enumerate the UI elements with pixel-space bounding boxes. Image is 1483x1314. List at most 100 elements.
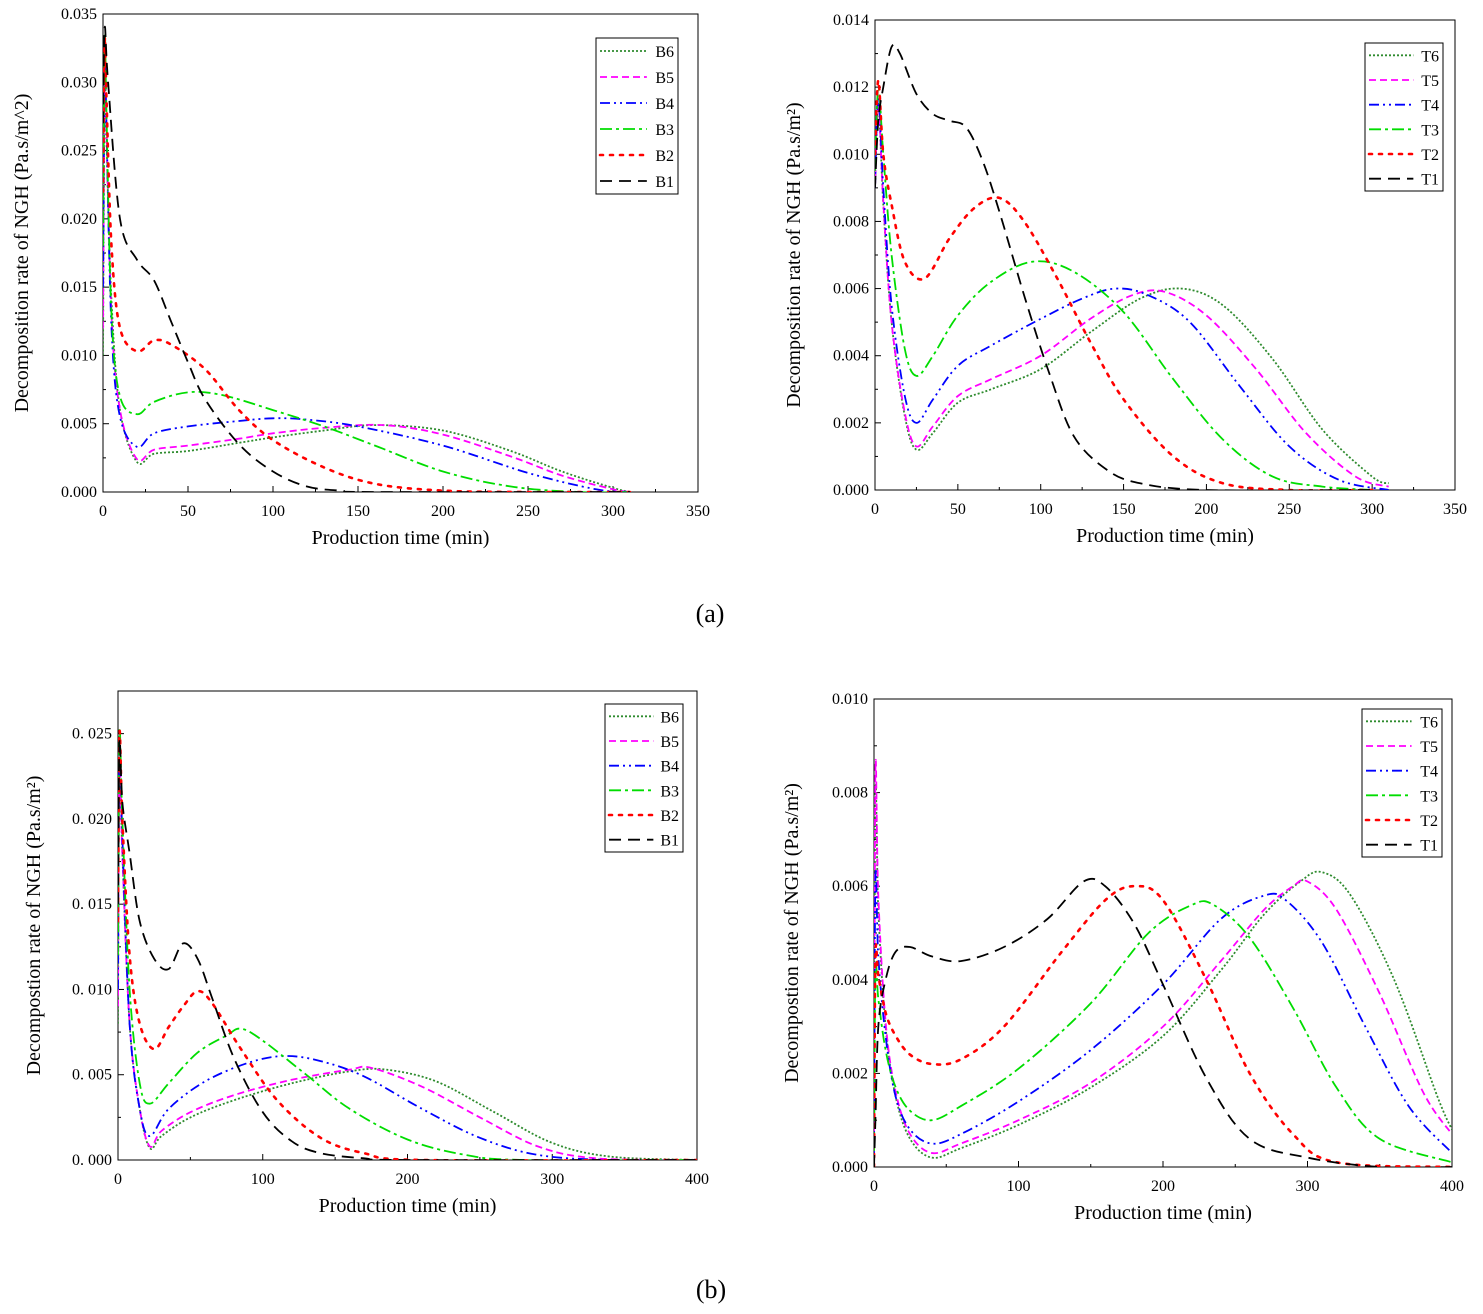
y-tick-label: 0. 000 <box>72 1152 112 1169</box>
series-line-b6 <box>103 69 631 492</box>
x-tick-label: 150 <box>1112 501 1136 518</box>
x-tick-label: 200 <box>431 503 455 520</box>
legend-label-t2: T2 <box>1421 147 1439 164</box>
legend-label-t4: T4 <box>1421 98 1439 115</box>
y-tick-label: 0. 005 <box>72 1067 112 1084</box>
x-tick-label: 400 <box>1440 1178 1464 1195</box>
legend-label-t6: T6 <box>1420 714 1438 731</box>
y-tick-label: 0.030 <box>61 74 97 91</box>
y-tick-label: 0.004 <box>833 348 869 365</box>
legend-label-b6: B6 <box>655 44 674 61</box>
x-tick-label: 0 <box>870 1178 878 1195</box>
legend: B6 B5 B4 B3 B2 B1 <box>595 37 679 195</box>
x-axis-label: Production time (min) <box>1074 1202 1252 1224</box>
y-tick-label: 0. 020 <box>72 811 112 828</box>
series-line-b3 <box>118 728 697 1160</box>
y-tick-label: 0.014 <box>833 12 869 29</box>
x-tick-label: 250 <box>516 503 540 520</box>
y-axis-label: Decompostion rate of NGH (Pa.s/m²) <box>23 776 45 1076</box>
legend-box <box>1361 708 1443 858</box>
y-tick-label: 0.006 <box>832 878 868 895</box>
legend-label-b5: B5 <box>655 70 674 87</box>
y-tick-label: 0.005 <box>61 416 97 433</box>
legend-label-t1: T1 <box>1420 838 1438 855</box>
y-axis-label: Decomposition rate of NGH (Pa.s/m^2) <box>11 94 33 413</box>
y-axis-label: Decomposition rate of NGH (Pa.s/m²) <box>783 102 805 407</box>
series-line-t2 <box>874 884 1452 1167</box>
x-tick-label: 300 <box>601 503 625 520</box>
x-tick-label: 350 <box>1443 501 1467 518</box>
chart-a-right: 0 50 100 150 200 250 300 350 0.000 0.002 0.004 0.00… <box>783 12 1467 547</box>
legend-box <box>595 37 679 195</box>
y-tick-label: 0.002 <box>833 415 869 432</box>
series-line-t2 <box>875 79 1374 490</box>
legend-label-b3: B3 <box>655 122 674 139</box>
x-axis-label: Production time (min) <box>319 1195 497 1217</box>
chart-b-right: 0 100 200 300 400 0.000 0.002 0.004 0.006 0.008 0.… <box>781 691 1464 1224</box>
x-tick-label: 100 <box>1007 1178 1031 1195</box>
x-tick-label: 100 <box>1029 501 1053 518</box>
y-axis-label: Decompostion rate of NGH (Pa.s/m²) <box>781 783 803 1083</box>
y-tick-label: 0.000 <box>833 482 869 499</box>
series-line-b5 <box>118 761 697 1160</box>
legend-label-t5: T5 <box>1421 73 1439 90</box>
legend-label-t3: T3 <box>1420 788 1438 805</box>
legend-label-b2: B2 <box>660 808 679 825</box>
y-tick-label: 0.010 <box>61 347 97 364</box>
x-tick-label: 300 <box>540 1171 564 1188</box>
x-tick-label: 350 <box>686 503 710 520</box>
series-line-t4 <box>874 867 1452 1167</box>
y-tick-label: 0.008 <box>832 785 868 802</box>
legend: T6 T5 T4 T3 T2 T1 <box>1364 42 1444 192</box>
series-line-t6 <box>875 102 1390 485</box>
x-tick-label: 0 <box>871 501 879 518</box>
x-tick-label: 300 <box>1360 501 1384 518</box>
y-tick-label: 0.035 <box>61 6 97 23</box>
series-line-b2 <box>103 36 632 492</box>
y-tick-label: 0.004 <box>832 972 868 989</box>
y-tick-label: 0.025 <box>61 143 97 160</box>
series-line-b3 <box>103 34 630 492</box>
legend-label-b4: B4 <box>660 759 679 776</box>
legend-label-b6: B6 <box>660 709 679 726</box>
legend-label-t6: T6 <box>1421 48 1439 65</box>
legend-label-t2: T2 <box>1420 813 1438 830</box>
series-line-t1 <box>874 877 1452 1167</box>
x-tick-label: 300 <box>1296 1178 1320 1195</box>
legend-label-b5: B5 <box>660 734 679 751</box>
x-tick-label: 400 <box>685 1171 709 1188</box>
y-tick-label: 0.012 <box>833 79 869 96</box>
x-tick-label: 150 <box>346 503 370 520</box>
legend-label-b4: B4 <box>655 96 674 113</box>
x-tick-label: 50 <box>950 501 966 518</box>
legend-label-b3: B3 <box>660 783 679 800</box>
legend-label-t5: T5 <box>1420 739 1438 756</box>
series-line-t4 <box>875 96 1389 490</box>
x-axis-label: Production time (min) <box>1076 525 1254 547</box>
series-line-t6 <box>874 782 1452 1167</box>
series-line-t5 <box>875 102 1389 488</box>
legend-label-t3: T3 <box>1421 122 1439 139</box>
legend-label-b2: B2 <box>655 148 674 165</box>
x-tick-label: 100 <box>261 503 285 520</box>
series-line-b1 <box>118 738 697 1160</box>
x-axis-label: Production time (min) <box>312 527 490 549</box>
series-line-b2 <box>118 729 697 1160</box>
x-tick-label: 250 <box>1277 501 1301 518</box>
legend-label-b1: B1 <box>660 833 679 850</box>
legend: B6 B5 B4 B3 B2 B1 <box>604 703 684 853</box>
chart-b-left: 0 100 200 300 400 0. 000 0. 005 0. 010 0. 015 0. … <box>23 690 709 1217</box>
legend: T6 T5 T4 T3 T2 T1 <box>1361 708 1443 858</box>
y-tick-label: 0.010 <box>833 146 869 163</box>
y-tick-label: 0.015 <box>61 279 97 296</box>
x-tick-label: 0 <box>114 1171 122 1188</box>
y-tick-label: 0.000 <box>832 1159 868 1176</box>
series-line-t5 <box>874 758 1452 1167</box>
x-tick-label: 100 <box>251 1171 275 1188</box>
y-tick-label: 0.006 <box>833 281 869 298</box>
x-tick-label: 200 <box>1194 501 1218 518</box>
x-tick-label: 0 <box>99 503 107 520</box>
y-tick-label: 0. 015 <box>72 896 112 913</box>
y-tick-label: 0. 010 <box>72 981 112 998</box>
x-tick-label: 200 <box>1151 1178 1175 1195</box>
